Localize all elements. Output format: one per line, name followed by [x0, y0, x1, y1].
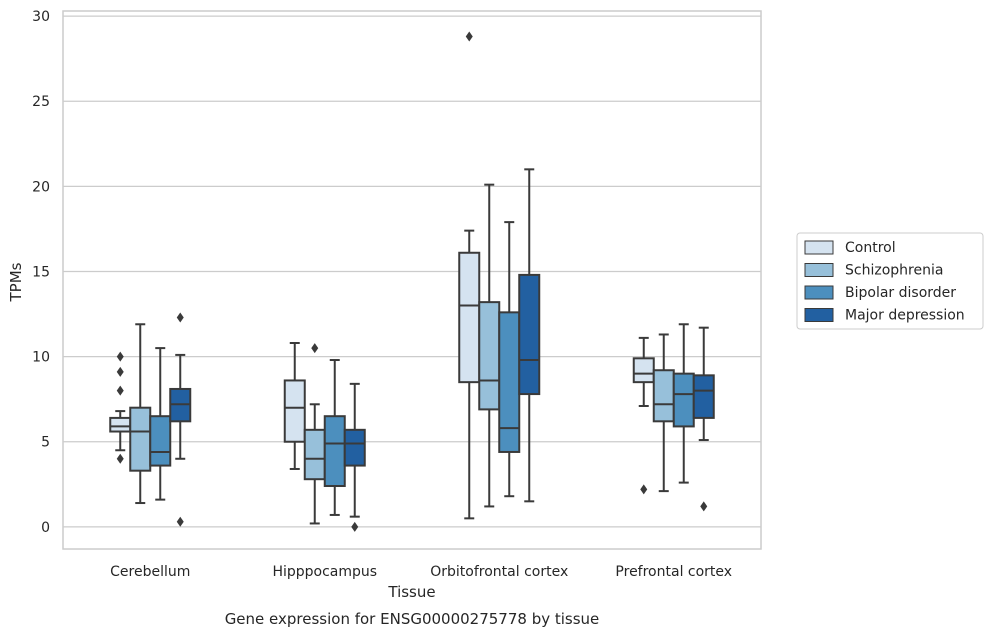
- legend-swatch: [804, 240, 834, 255]
- legend-swatch: [804, 285, 834, 300]
- box-body: [149, 415, 172, 467]
- box-body: [129, 406, 152, 472]
- box-body: [692, 374, 715, 419]
- box-body: [458, 251, 481, 384]
- x-tick-label: Prefrontal cortex: [615, 564, 732, 580]
- box: [343, 382, 366, 532]
- y-tick-label: 5: [41, 435, 50, 451]
- box-body: [303, 428, 326, 481]
- y-tick-label: 25: [32, 94, 50, 110]
- y-axis-label: TPMs: [7, 262, 25, 302]
- legend-label: Control: [845, 240, 896, 256]
- box-series: [109, 31, 715, 532]
- box-body: [478, 301, 501, 411]
- outlier-point: [465, 31, 473, 42]
- chart-caption: Gene expression for ENSG00000275778 by t…: [225, 610, 600, 628]
- outlier-point: [311, 343, 319, 354]
- box-body: [109, 416, 132, 433]
- legend: Control Schizophrenia Bipolar disorder Majo…: [796, 232, 984, 330]
- outlier-point: [116, 453, 124, 464]
- box: [498, 221, 521, 498]
- box-body: [323, 415, 346, 488]
- box-body: [672, 372, 695, 428]
- box-body: [283, 379, 306, 443]
- box: [692, 326, 715, 512]
- box-body: [343, 428, 366, 467]
- x-tick-label: Hipppocampus: [272, 564, 377, 580]
- box-body: [518, 273, 541, 396]
- y-tick-label: 20: [32, 179, 50, 195]
- x-tick-label: Cerebellum: [110, 564, 190, 580]
- box: [323, 359, 346, 516]
- box: [283, 341, 306, 470]
- outlier-point: [700, 501, 708, 512]
- box: [652, 333, 675, 493]
- box: [149, 347, 172, 501]
- y-tick-label: 0: [41, 520, 50, 536]
- box: [458, 31, 481, 520]
- outlier-point: [116, 366, 124, 377]
- box: [109, 351, 132, 464]
- outlier-point: [116, 385, 124, 396]
- box: [169, 312, 192, 527]
- box: [518, 168, 541, 503]
- y-tick-label: 30: [32, 9, 50, 25]
- outlier-point: [116, 351, 124, 362]
- box: [129, 323, 152, 505]
- y-axis-ticks: 0 5 10 15 20 25 30: [32, 9, 50, 536]
- box: [478, 183, 501, 508]
- outlier-point: [640, 484, 648, 495]
- outlier-point: [176, 516, 184, 527]
- y-tick-label: 10: [32, 350, 50, 366]
- outlier-point: [351, 521, 359, 532]
- x-axis-ticks: Cerebellum Hipppocampus Orbitofrontal cort…: [110, 564, 732, 580]
- box-body: [498, 311, 521, 453]
- box: [632, 336, 655, 495]
- legend-label: Major depression: [845, 308, 965, 324]
- legend-swatch: [804, 308, 834, 322]
- y-tick-label: 15: [32, 264, 50, 280]
- legend-label: Schizophrenia: [845, 263, 943, 279]
- box-body: [632, 357, 655, 384]
- plot-frame: [62, 10, 762, 550]
- outlier-point: [176, 312, 184, 323]
- box: [672, 323, 695, 484]
- legend-swatch: [804, 263, 834, 277]
- x-tick-label: Orbitofrontal cortex: [430, 564, 568, 580]
- box: [303, 343, 326, 525]
- legend-label: Bipolar disorder: [845, 285, 956, 301]
- x-axis-label: Tissue: [387, 583, 435, 601]
- legend-frame: [796, 232, 984, 330]
- box-body: [652, 369, 675, 423]
